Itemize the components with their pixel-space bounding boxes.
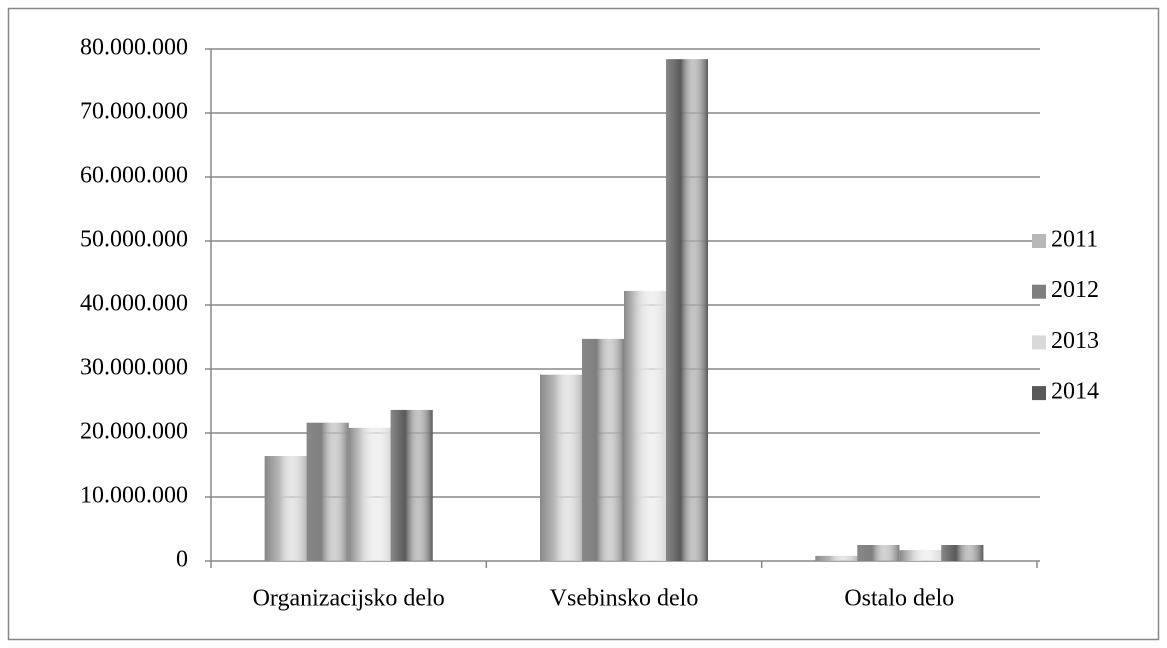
bar — [815, 555, 858, 561]
legend-label: 2012 — [1051, 277, 1099, 303]
bar — [540, 374, 582, 561]
bar — [582, 338, 624, 561]
legend-label: 2013 — [1051, 328, 1099, 354]
y-tick-label: 60.000.000 — [80, 163, 188, 189]
y-tick-label: 20.000.000 — [80, 419, 188, 445]
legend-swatch — [1032, 284, 1046, 299]
bar — [306, 422, 349, 561]
y-tick-label: 30.000.000 — [80, 355, 188, 381]
bar — [857, 545, 900, 561]
legend-swatch — [1032, 234, 1046, 248]
legend-swatch — [1032, 335, 1046, 350]
bar — [666, 59, 708, 562]
y-tick-label: 10.000.000 — [80, 483, 188, 509]
y-tick-label: 70.000.000 — [80, 99, 188, 125]
bar — [264, 456, 307, 561]
bar — [390, 409, 433, 561]
bar — [899, 550, 942, 561]
bar — [624, 290, 666, 561]
x-tick-label: Organizacijsko delo — [253, 586, 445, 612]
x-tick-label: Ostalo delo — [844, 586, 954, 612]
legend-swatch — [1032, 386, 1046, 401]
bar — [348, 427, 391, 561]
x-tick-label: Vsebinsko delo — [550, 586, 699, 612]
y-tick-label: 40.000.000 — [80, 291, 188, 317]
bar — [941, 545, 984, 561]
legend-label: 2011 — [1051, 227, 1098, 253]
legend-label: 2014 — [1051, 379, 1099, 405]
y-tick-label: 50.000.000 — [80, 227, 188, 253]
y-tick-label: 80.000.000 — [80, 35, 188, 61]
y-tick-label: 0 — [176, 547, 188, 573]
